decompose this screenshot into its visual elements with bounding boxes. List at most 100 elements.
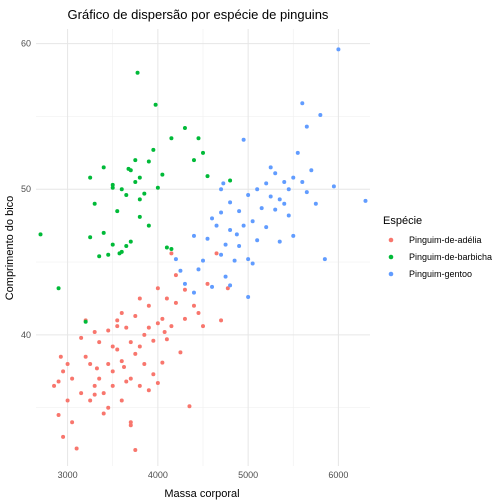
data-point bbox=[223, 274, 228, 279]
series-Pinguim-de-barbicha bbox=[38, 70, 233, 324]
data-point bbox=[363, 198, 368, 203]
data-point bbox=[169, 251, 174, 256]
data-point bbox=[88, 175, 93, 180]
data-point bbox=[246, 193, 251, 198]
data-point bbox=[155, 185, 160, 190]
data-point bbox=[115, 347, 120, 352]
legend-item: Pinguim-de-adélia bbox=[388, 235, 482, 245]
data-point bbox=[221, 181, 226, 186]
data-point bbox=[83, 354, 88, 359]
data-point bbox=[92, 201, 97, 206]
data-point bbox=[137, 214, 142, 219]
data-point bbox=[264, 181, 269, 186]
data-point bbox=[182, 287, 187, 292]
data-point bbox=[182, 281, 187, 286]
data-point bbox=[169, 246, 174, 251]
data-point bbox=[110, 369, 115, 374]
data-point bbox=[61, 434, 66, 439]
data-point bbox=[79, 391, 84, 396]
data-point bbox=[146, 303, 151, 308]
data-point bbox=[126, 166, 131, 171]
data-point bbox=[115, 318, 120, 323]
data-point bbox=[300, 101, 305, 106]
data-point bbox=[313, 201, 318, 206]
data-point bbox=[295, 150, 300, 155]
data-point bbox=[94, 366, 99, 371]
data-point bbox=[196, 136, 201, 141]
data-point bbox=[178, 268, 183, 273]
data-point bbox=[61, 369, 66, 374]
data-point bbox=[286, 187, 291, 192]
x-axis-label: Massa corporal bbox=[164, 488, 239, 500]
legend-items: Pinguim-de-adélia Pinguim-de-barbicha Ping… bbox=[388, 235, 492, 279]
data-point bbox=[133, 447, 138, 452]
data-point bbox=[259, 206, 264, 211]
data-point bbox=[56, 379, 61, 384]
data-point bbox=[255, 238, 260, 243]
data-point bbox=[146, 159, 151, 164]
data-point bbox=[74, 446, 79, 451]
data-point bbox=[214, 251, 219, 256]
data-point bbox=[225, 286, 230, 291]
data-point bbox=[97, 340, 102, 345]
data-point bbox=[88, 398, 93, 403]
data-point bbox=[110, 383, 115, 388]
legend-item: Pinguim-de-barbicha bbox=[388, 252, 492, 262]
data-point bbox=[124, 193, 129, 198]
legend-label: Pinguim-de-barbicha bbox=[409, 252, 492, 262]
data-point bbox=[196, 267, 201, 272]
data-point bbox=[135, 70, 140, 75]
data-point bbox=[119, 398, 124, 403]
grid-layer bbox=[36, 29, 370, 466]
data-point bbox=[155, 380, 160, 385]
data-point bbox=[97, 254, 102, 259]
data-point bbox=[128, 423, 133, 428]
data-point bbox=[169, 324, 174, 329]
data-point bbox=[277, 197, 282, 202]
data-point bbox=[56, 413, 61, 418]
data-point bbox=[92, 383, 97, 388]
data-point bbox=[101, 165, 106, 170]
data-point bbox=[322, 257, 327, 262]
data-point bbox=[210, 284, 215, 289]
data-point bbox=[214, 223, 219, 228]
data-point bbox=[232, 258, 237, 263]
axis-layer: 3000 4000 5000 6000 40 50 60 bbox=[21, 39, 348, 480]
data-point bbox=[196, 311, 201, 316]
data-point bbox=[142, 362, 147, 367]
data-point bbox=[58, 354, 63, 359]
data-point bbox=[142, 191, 147, 196]
data-point bbox=[119, 187, 124, 192]
data-point bbox=[268, 194, 273, 199]
data-point bbox=[331, 184, 336, 189]
data-point bbox=[146, 388, 151, 393]
data-point bbox=[277, 239, 282, 244]
data-point bbox=[300, 179, 305, 184]
y-axis-label: Comprimento do bico bbox=[4, 196, 16, 301]
data-point bbox=[115, 209, 120, 214]
data-point bbox=[250, 261, 255, 266]
data-point bbox=[228, 283, 233, 288]
legend-key bbox=[388, 271, 394, 277]
data-point bbox=[282, 179, 287, 184]
data-point bbox=[219, 252, 224, 257]
y-tick-label: 40 bbox=[21, 330, 31, 340]
y-tick-label: 60 bbox=[21, 39, 31, 49]
data-point bbox=[246, 295, 251, 300]
data-point bbox=[128, 376, 133, 381]
data-point bbox=[268, 165, 273, 170]
data-point bbox=[309, 168, 314, 173]
data-point bbox=[106, 252, 111, 257]
data-point bbox=[286, 213, 291, 218]
data-point bbox=[97, 376, 102, 381]
data-point bbox=[264, 225, 269, 230]
data-point bbox=[119, 359, 124, 364]
data-point bbox=[304, 190, 309, 195]
data-point bbox=[173, 300, 178, 305]
data-point bbox=[137, 175, 142, 180]
x-tick-label: 6000 bbox=[328, 470, 348, 480]
data-point bbox=[124, 379, 129, 384]
data-point bbox=[336, 47, 341, 52]
chart-title: Gráfico de dispersão por espécie de ping… bbox=[68, 7, 329, 22]
